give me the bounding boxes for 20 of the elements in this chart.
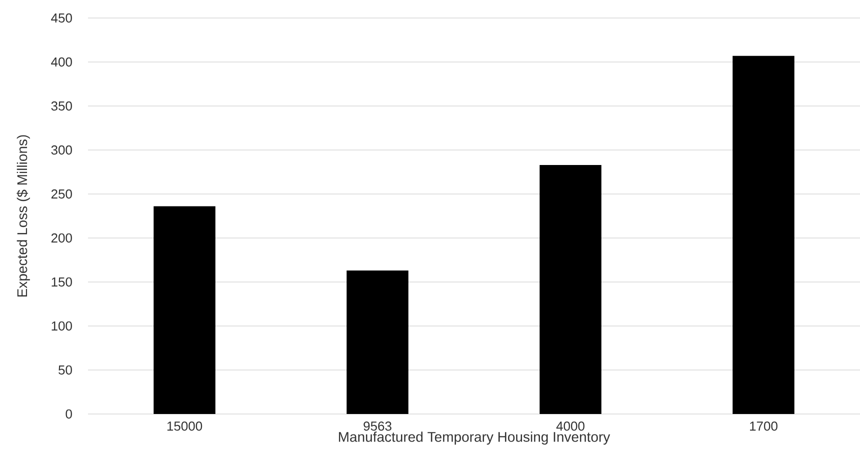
x-tick-label: 9563	[364, 422, 392, 431]
y-tick-label: 50	[58, 365, 72, 375]
bar	[154, 206, 216, 414]
y-tick-label: 450	[51, 13, 72, 23]
y-axis-title: Expected Loss ($ Millions)	[16, 135, 30, 297]
y-tick-label: 400	[51, 57, 72, 67]
y-tick-label: 150	[52, 277, 72, 287]
bar	[732, 56, 794, 414]
y-tick-label: 300	[51, 145, 72, 155]
x-tick-label: 4000	[556, 422, 584, 431]
y-tick-label: 350	[51, 101, 72, 111]
x-tick-label: 1700	[750, 422, 778, 431]
y-tick-label: 200	[51, 233, 72, 243]
y-tick-label: 0	[66, 409, 72, 419]
bar	[540, 164, 602, 414]
x-tick-label: 15000	[167, 422, 202, 431]
bar	[346, 270, 408, 414]
y-tick-label: 100	[52, 321, 72, 331]
y-tick-label: 250	[51, 189, 72, 199]
x-axis-title: Manufactured Temporary Housing Inventory	[338, 432, 610, 445]
